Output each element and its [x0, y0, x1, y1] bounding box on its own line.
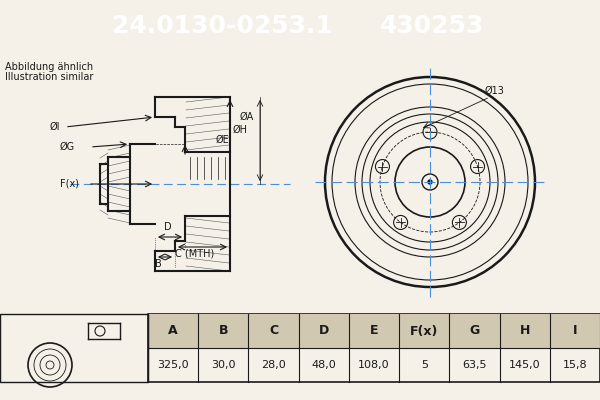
Text: Ø13: Ø13 — [485, 86, 505, 96]
Text: 430253: 430253 — [380, 14, 484, 38]
Text: 145,0: 145,0 — [509, 360, 541, 370]
Text: Abbildung ähnlich: Abbildung ähnlich — [5, 62, 93, 72]
Text: ØI: ØI — [50, 122, 61, 132]
Text: A: A — [168, 324, 178, 338]
Text: 108,0: 108,0 — [358, 360, 390, 370]
Text: H: H — [520, 324, 530, 338]
Text: 5: 5 — [421, 360, 428, 370]
Text: C (MTH): C (MTH) — [175, 249, 215, 259]
Text: G: G — [469, 324, 479, 338]
Text: D: D — [319, 324, 329, 338]
Circle shape — [428, 180, 432, 184]
Text: F(x): F(x) — [410, 324, 439, 338]
Text: 63,5: 63,5 — [462, 360, 487, 370]
Text: 325,0: 325,0 — [157, 360, 189, 370]
Text: 48,0: 48,0 — [311, 360, 336, 370]
Text: B: B — [218, 324, 228, 338]
Bar — [0, 314, 148, 382]
Text: ØH: ØH — [233, 125, 248, 135]
Text: 24.0130-0253.1: 24.0130-0253.1 — [112, 14, 332, 38]
Text: F(x): F(x) — [60, 179, 79, 189]
Text: E: E — [370, 324, 378, 338]
Text: 30,0: 30,0 — [211, 360, 236, 370]
Text: Illustration similar: Illustration similar — [5, 72, 94, 82]
Text: 15,8: 15,8 — [563, 360, 587, 370]
Text: D: D — [164, 222, 172, 232]
Bar — [148, 314, 600, 382]
Text: C: C — [269, 324, 278, 338]
Text: ØG: ØG — [60, 142, 75, 152]
Text: 28,0: 28,0 — [261, 360, 286, 370]
Text: ØE: ØE — [216, 135, 230, 145]
Text: I: I — [572, 324, 577, 338]
Bar — [148, 314, 600, 348]
Text: B: B — [155, 259, 161, 269]
Text: ØA: ØA — [240, 112, 254, 122]
